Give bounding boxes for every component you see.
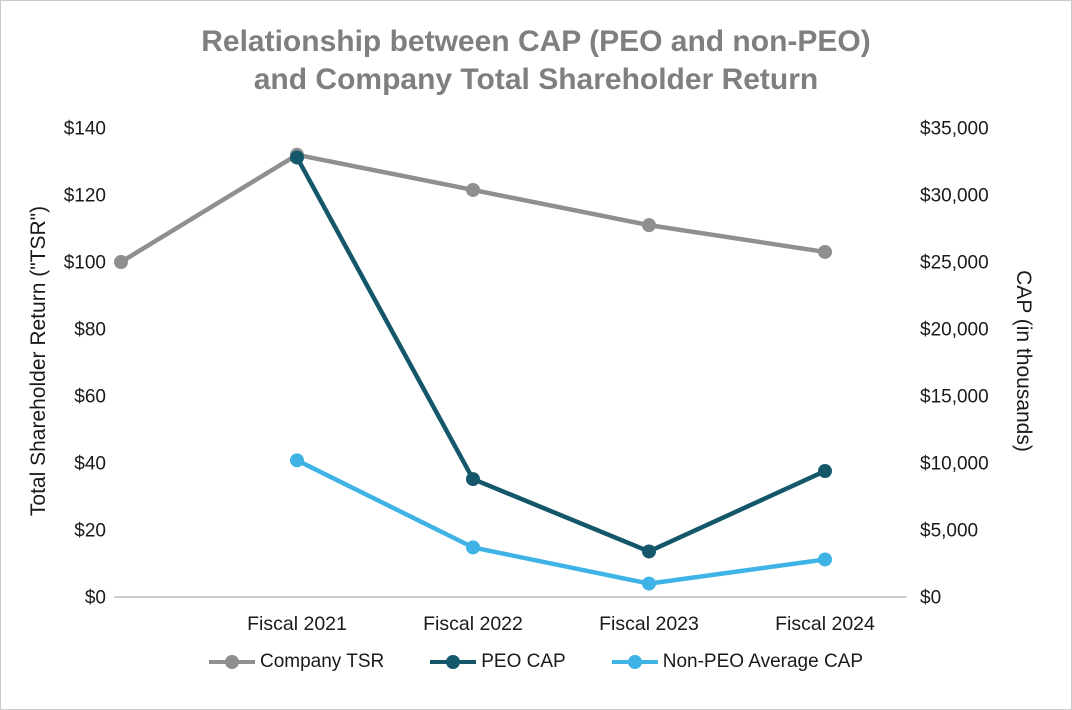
right-axis-tick-label: $25,000 [920,253,989,274]
left-axis-tick-label: $20 [74,521,106,542]
left-axis-tick-label: $140 [64,119,106,140]
right-axis-tick-label: $5,000 [920,521,978,542]
series-line [294,458,828,586]
left-axis-tick-label: $80 [74,320,106,341]
x-axis-label: Fiscal 2024 [775,613,875,635]
chart-title: Relationship between CAP (PEO and non-PE… [1,23,1071,100]
left-axis-tick-label: $120 [64,186,106,207]
legend-item-peo-cap: PEO CAP [430,651,566,673]
series-point-marker [114,255,128,269]
series-line [118,152,828,265]
x-axis-label: Fiscal 2021 [247,613,347,635]
left-axis-tick-label: $40 [74,454,106,475]
series-point-marker [642,544,656,559]
legend-line-dot-marker [208,655,255,669]
legend-item-non-peo-average-cap: Non-PEO Average CAP [611,651,864,673]
series-point-marker [290,453,304,468]
left-axis-tick-label: $100 [64,253,106,274]
x-axis-label: Fiscal 2023 [599,613,699,635]
chart-legend: Company TSR PEO CAP Non-PEO Average CAP [1,651,1071,673]
legend-label-non-peo-average-cap: Non-PEO Average CAP [662,651,864,672]
legend-label-peo-cap: PEO CAP [481,651,566,672]
series-point-marker [466,472,480,487]
chart-title-line1: Relationship between CAP (PEO and non-PE… [201,25,871,58]
series-point-marker [290,150,304,165]
series-point-marker [642,218,656,233]
right-axis-tick-label: $15,000 [920,387,989,408]
right-axis-tick-label: $35,000 [920,119,989,140]
right-axis-tick-label: $10,000 [920,454,989,475]
legend-label-company-tsr: Company TSR [259,651,385,672]
legend-line-dot-marker [430,655,477,669]
series-point-marker [642,576,656,591]
right-axis-tick-label: $20,000 [920,320,989,341]
right-axis-tick-label: $0 [920,588,941,609]
series-point-marker [466,540,480,555]
left-axis-tick-label: $60 [74,387,106,408]
left-axis-tick-label: $0 [85,588,106,609]
legend-item-company-tsr: Company TSR [208,651,385,673]
series-point-marker [466,182,480,197]
legend-line-dot-marker [611,655,658,669]
series-point-marker [818,464,832,479]
x-axis-label: Fiscal 2022 [423,613,523,635]
series-point-marker [818,244,832,259]
series-point-marker [818,552,832,567]
right-axis-tick-label: $30,000 [920,186,989,207]
chart-title-line2: and Company Total Shareholder Return [253,63,819,97]
series-line [294,155,828,554]
